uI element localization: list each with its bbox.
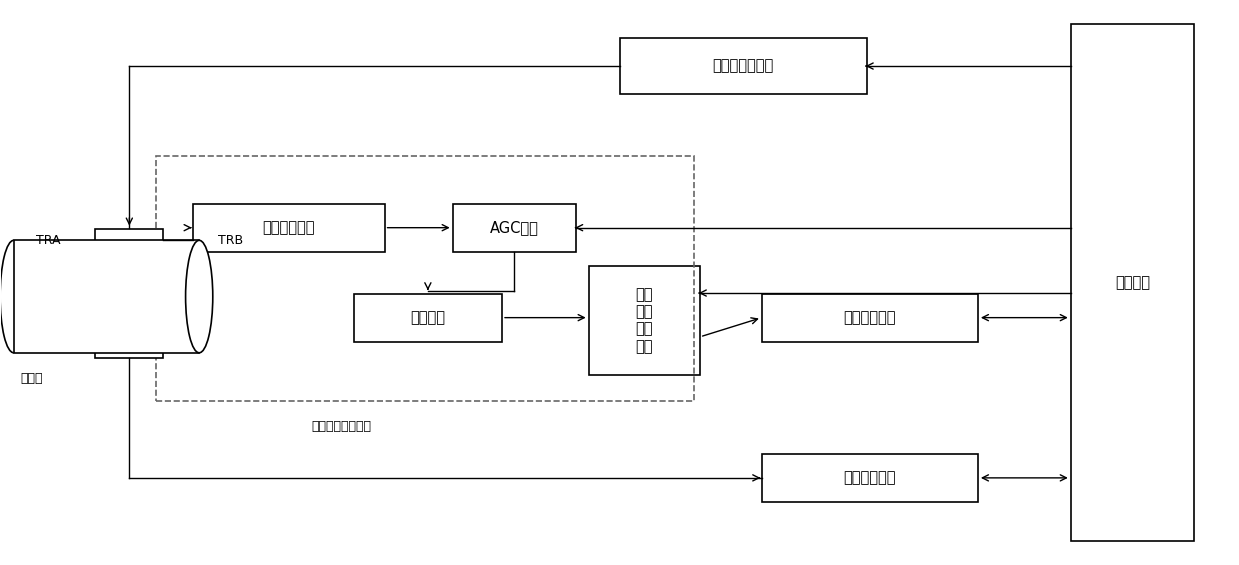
Text: 温度测量模块: 温度测量模块 xyxy=(844,471,896,485)
Text: 铂电阻: 铂电阻 xyxy=(20,372,42,385)
Text: 处理模块: 处理模块 xyxy=(1115,275,1150,290)
Text: TRA: TRA xyxy=(36,234,61,247)
Text: 超声波发射模块: 超声波发射模块 xyxy=(712,59,773,73)
Text: 超声回波处理模块: 超声回波处理模块 xyxy=(311,420,372,433)
Bar xyxy=(762,454,978,502)
Text: TRB: TRB xyxy=(218,234,243,247)
Text: AGC电路: AGC电路 xyxy=(489,220,539,235)
Bar xyxy=(353,294,502,341)
Ellipse shape xyxy=(186,240,213,353)
Bar xyxy=(156,156,694,401)
Bar xyxy=(589,266,700,375)
Text: 测量
通道
选择
电路: 测量 通道 选择 电路 xyxy=(636,287,653,354)
Bar xyxy=(620,38,867,94)
Bar xyxy=(762,294,978,341)
Bar xyxy=(452,204,576,251)
Bar xyxy=(1070,24,1194,541)
Text: 信号调理电路: 信号调理电路 xyxy=(263,220,315,235)
Text: 比较电路: 比较电路 xyxy=(410,310,445,325)
Bar xyxy=(95,229,164,251)
Bar xyxy=(14,240,199,353)
Text: 时间测量模块: 时间测量模块 xyxy=(844,310,896,325)
Bar xyxy=(193,204,384,251)
Bar xyxy=(95,336,164,358)
